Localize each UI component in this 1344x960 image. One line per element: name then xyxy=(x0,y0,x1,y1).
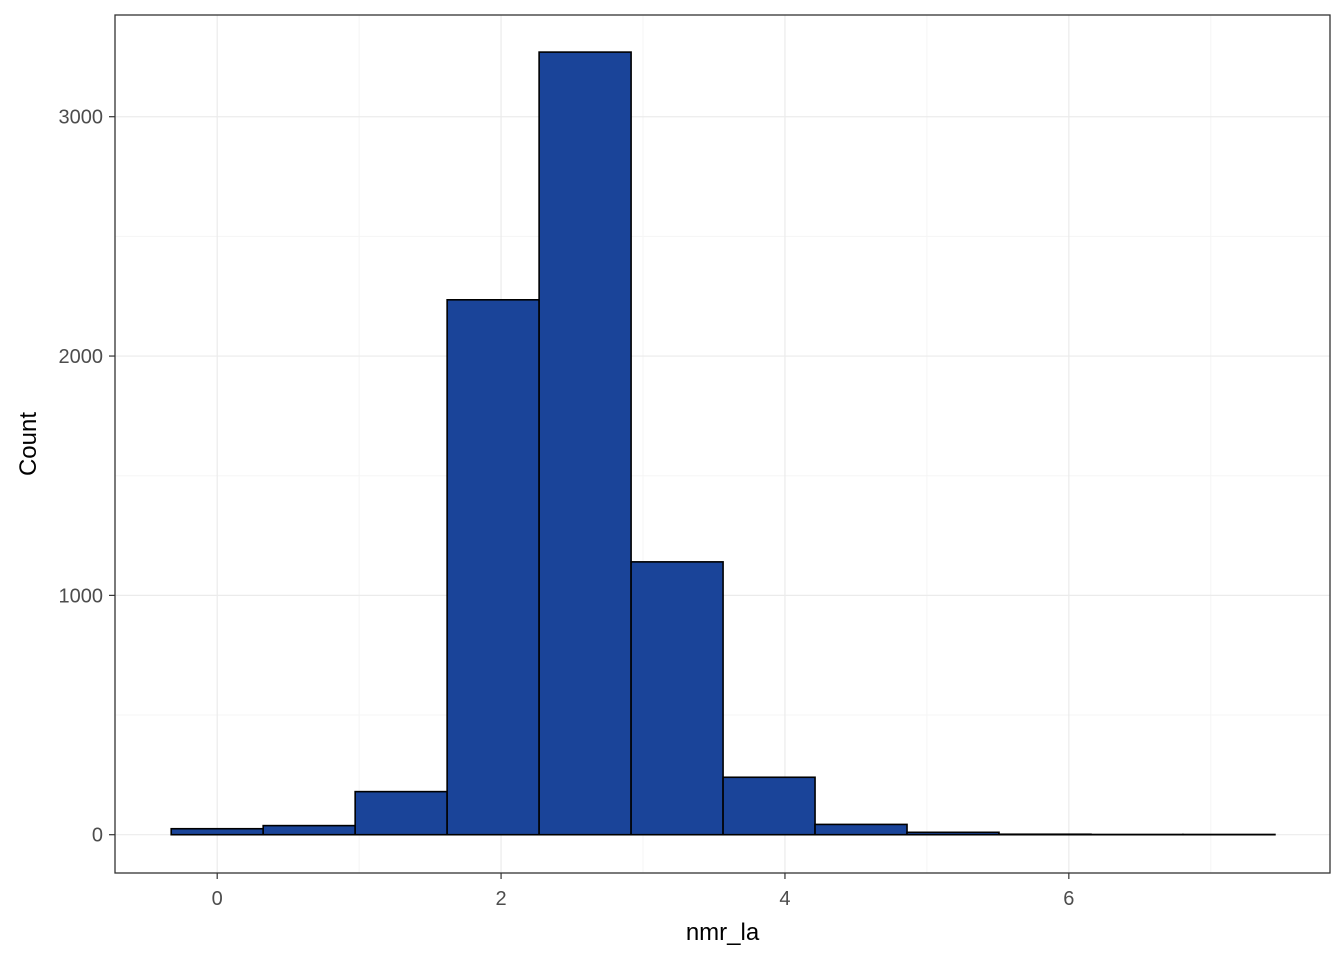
histogram-bar xyxy=(538,51,632,836)
histogram-bar xyxy=(630,561,724,836)
histogram-bar xyxy=(262,824,356,836)
histogram-bar xyxy=(722,776,816,836)
histogram-bar xyxy=(906,831,1000,836)
y-axis: 0 1000 2000 3000 xyxy=(59,107,115,847)
histogram-bar xyxy=(170,827,264,836)
histogram-bar xyxy=(446,299,540,836)
y-tick-label: 1000 xyxy=(59,585,104,607)
histogram-bar xyxy=(814,823,908,836)
y-axis-title: Count xyxy=(15,412,42,476)
x-tick-label: 6 xyxy=(1063,888,1074,910)
y-tick-label: 3000 xyxy=(59,107,104,129)
histogram-bars xyxy=(170,51,1276,836)
panel-border xyxy=(114,14,1331,874)
y-tick-label: 0 xyxy=(92,825,103,847)
x-axis: 0 2 4 6 xyxy=(212,873,1074,910)
histogram-bar xyxy=(354,790,448,836)
x-tick-label: 2 xyxy=(496,888,507,910)
y-tick-label: 2000 xyxy=(59,346,104,368)
x-axis-title: nmr_la xyxy=(686,919,760,946)
x-tick-label: 0 xyxy=(212,888,223,910)
x-tick-label: 4 xyxy=(779,888,790,910)
